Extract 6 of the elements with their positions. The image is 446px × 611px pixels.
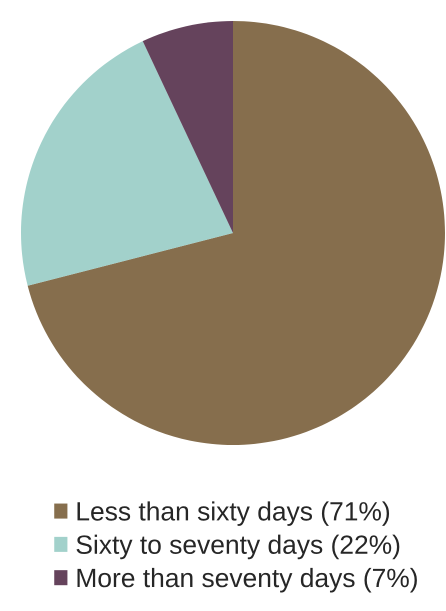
pie-slice: [21, 41, 233, 286]
legend-label: Less than sixty days (71%): [78, 501, 390, 526]
legend-label: Sixty to seventy days (22%): [76, 534, 400, 560]
pie-slice: [28, 21, 445, 445]
pie-slice: [142, 21, 233, 233]
legend-label: More than seventy days (7%): [78, 568, 417, 593]
